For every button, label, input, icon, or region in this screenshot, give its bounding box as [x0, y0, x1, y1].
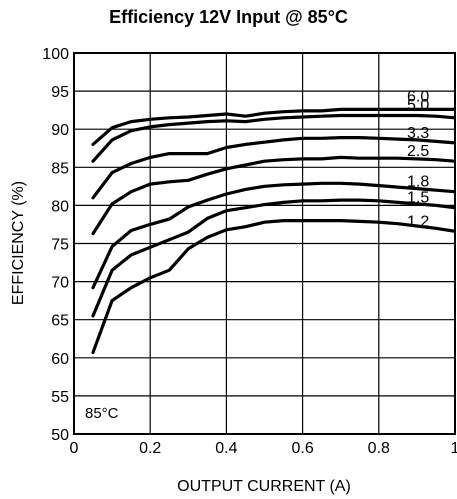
- x-tick-label: 0.8: [368, 440, 390, 457]
- series-lines: [91, 107, 455, 355]
- series-label-1.8: 1.8: [407, 174, 429, 191]
- plot-frame: [73, 52, 456, 435]
- series-label-1.2: 1.2: [407, 213, 429, 230]
- y-tick-label: 70: [51, 275, 69, 292]
- series-label-1.5: 1.5: [407, 190, 429, 207]
- y-axis-title: EFFICIENCY (%): [10, 181, 27, 305]
- series-label-6.0: 6.0: [407, 88, 429, 105]
- series-line-5.0: [91, 113, 455, 163]
- y-tick-label: 80: [51, 198, 69, 215]
- series-line-2.5: [91, 155, 455, 236]
- chart-title: Efficiency 12V Input @ 85°C: [109, 7, 348, 27]
- series-label-5.0: 5.0: [407, 97, 429, 114]
- x-tick-label: 0.4: [215, 440, 237, 457]
- y-tick-label: 85: [51, 160, 69, 177]
- series-label-2.5: 2.5: [407, 143, 429, 160]
- y-tick-label: 95: [51, 84, 69, 101]
- series-line-1.2: [91, 219, 455, 355]
- series-line-3.3: [91, 136, 455, 200]
- y-tick-label: 100: [42, 46, 69, 63]
- x-tick-label: 0.2: [139, 440, 161, 457]
- series-line-1.5: [91, 198, 455, 318]
- y-tick-label: 50: [51, 427, 69, 444]
- y-tick-label: 55: [51, 389, 69, 406]
- x-axis-title: OUTPUT CURRENT (A): [177, 478, 351, 495]
- x-tick-label: 0.6: [291, 440, 313, 457]
- y-tick-label: 65: [51, 313, 69, 330]
- series-line-6.0: [91, 107, 455, 146]
- plot-border: [73, 52, 456, 435]
- series-labels: 6.05.0 3.32.5 1.81.5 1.2: [407, 88, 429, 230]
- series-line-1.8: [91, 181, 455, 290]
- tick-labels: 0 0.2 0.4 0.6 0.8 1 50 55 60 65 70 75 80 85 90 95 100: [42, 46, 457, 457]
- x-tick-label: 1: [451, 440, 457, 457]
- series-label-3.3: 3.3: [407, 125, 429, 142]
- y-tick-label: 75: [51, 237, 69, 254]
- x-tick-label: 0: [70, 440, 79, 457]
- y-tick-label: 60: [51, 351, 69, 368]
- temperature-annotation: 85°C: [85, 405, 119, 422]
- y-tick-label: 90: [51, 122, 69, 139]
